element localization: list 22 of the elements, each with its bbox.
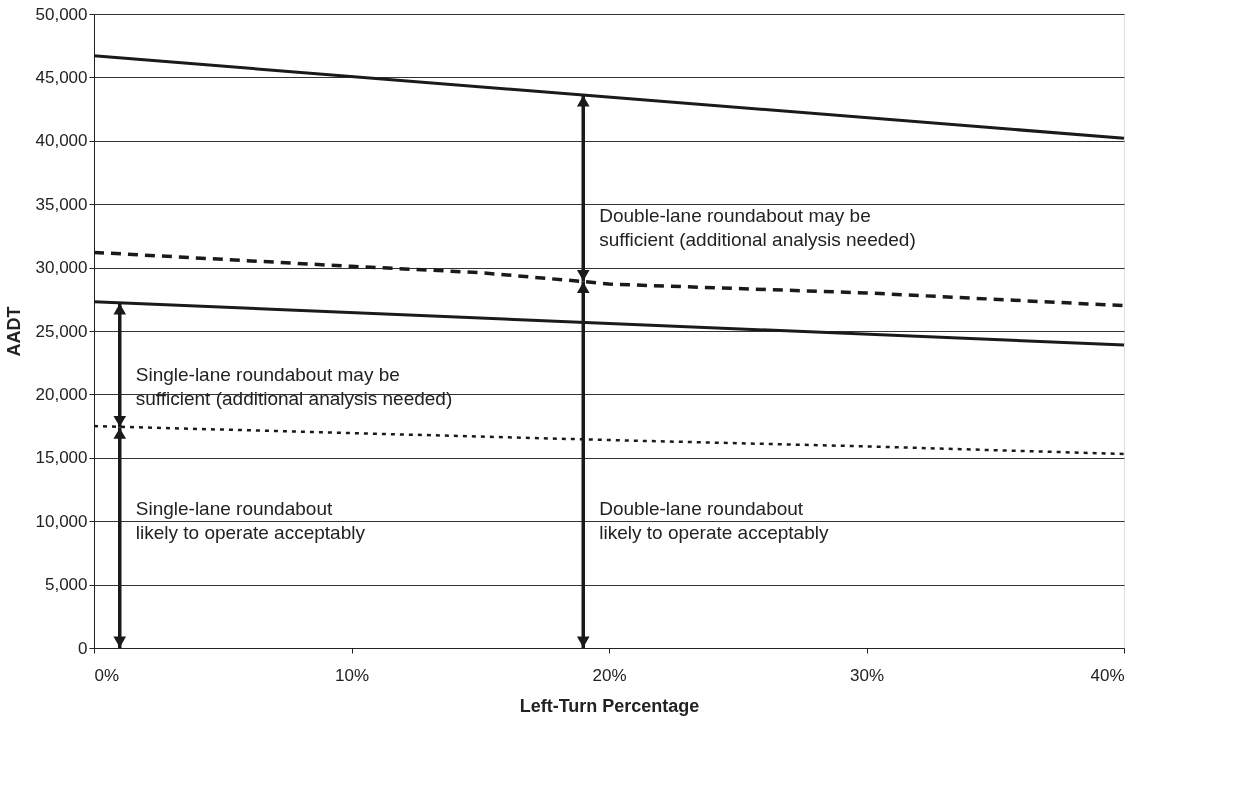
annotation: Double-lane roundabout may be sufficient (additional analysis needed) (599, 204, 916, 250)
annotation: Single-lane roundabout may be sufficient (additional analysis needed) (135, 364, 453, 410)
y-tick-label: 15,000 (35, 448, 88, 468)
y-tick-label: 25,000 (35, 321, 88, 341)
x-tick-label: 30% (849, 665, 885, 685)
x-axis-title: Left-Turn Percentage (519, 695, 700, 716)
y-tick-label: 35,000 (35, 194, 88, 214)
y-tick-label: 10,000 (35, 511, 88, 531)
annotation: Single-lane roundabout likely to operate acceptably (135, 497, 366, 543)
y-tick-label: 45,000 (35, 67, 88, 87)
y-tick-label: 40,000 (35, 131, 88, 151)
x-tick-label: 0% (94, 665, 120, 685)
y-tick-label: 0 (78, 638, 88, 658)
y-axis-title: AADT (3, 306, 24, 357)
annotation: Double-lane roundabout likely to operate acceptably (599, 497, 829, 543)
x-tick-label: 20% (592, 665, 627, 685)
x-tick-label: 10% (334, 665, 370, 685)
y-tick-label: 20,000 (35, 384, 88, 404)
y-tick-label: 50,000 (35, 4, 88, 24)
y-tick-label: 5,000 (44, 575, 88, 595)
y-tick-label: 30,000 (35, 258, 88, 278)
x-tick-label: 40% (1090, 665, 1125, 685)
